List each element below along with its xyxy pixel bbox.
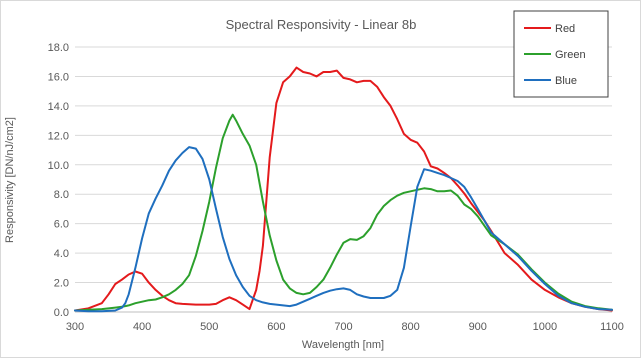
y-tick-labels: 0.0 2.0 4.0 6.0 8.0 10.0 12.0 14.0 16.0 18.0: [48, 42, 69, 319]
y-tick-label: 10.0: [48, 160, 69, 172]
legend: Red Green Blue: [513, 10, 609, 98]
x-tick-labels: 300 400 500 600 700 800 900 1000 1100: [66, 321, 624, 333]
chart-title: Spectral Responsivity - Linear 8b: [226, 17, 417, 32]
legend-box: [513, 10, 609, 98]
y-tick-label: 16.0: [48, 71, 69, 83]
series-line-red: [74, 66, 613, 312]
y-tick-label: 18.0: [48, 42, 69, 54]
series-line-green: [74, 113, 613, 312]
y-tick-label: 12.0: [48, 130, 69, 142]
x-tick-label: 400: [133, 321, 151, 333]
x-axis-title: Wavelength [nm]: [302, 339, 384, 351]
x-tick-label: 300: [66, 321, 84, 333]
x-tick-label: 900: [469, 321, 487, 333]
y-tick-label: 6.0: [54, 219, 69, 231]
series-line-blue: [74, 146, 613, 313]
x-tick-label: 700: [334, 321, 352, 333]
y-tick-label: 2.0: [54, 278, 69, 290]
legend-label-blue: Blue: [555, 75, 577, 87]
series-lines: [74, 66, 613, 313]
legend-label-green: Green: [555, 49, 586, 61]
x-tick-label: 1100: [600, 321, 624, 333]
y-tick-label: 0.0: [54, 307, 69, 319]
x-tick-label: 500: [200, 321, 218, 333]
y-tick-label: 14.0: [48, 101, 69, 113]
legend-label-red: Red: [555, 23, 575, 35]
x-tick-label: 800: [401, 321, 419, 333]
x-tick-label: 600: [267, 321, 285, 333]
y-axis-title: Responsivity [DN/nJ/cm2]: [4, 117, 16, 243]
y-tick-label: 8.0: [54, 189, 69, 201]
y-tick-label: 4.0: [54, 248, 69, 260]
x-tick-label: 1000: [533, 321, 557, 333]
